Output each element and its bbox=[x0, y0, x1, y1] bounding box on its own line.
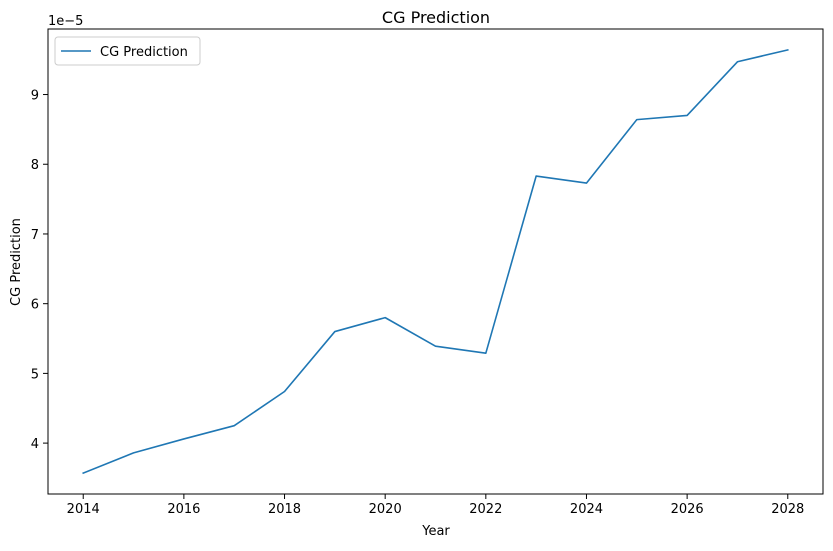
legend-label: CG Prediction bbox=[100, 45, 188, 60]
legend: CG Prediction bbox=[54, 36, 201, 66]
y-tick-label: 9 bbox=[31, 89, 39, 104]
x-tick-label: 2020 bbox=[369, 502, 402, 517]
y-tick-label: 8 bbox=[31, 158, 39, 173]
y-offset-label: 1e−5 bbox=[48, 14, 83, 29]
y-tick-label: 6 bbox=[31, 298, 39, 313]
y-tick-label: 7 bbox=[31, 228, 39, 243]
x-tick-label: 2028 bbox=[771, 502, 804, 517]
x-tick-label: 2018 bbox=[268, 502, 301, 517]
axes-frame bbox=[47, 28, 824, 495]
y-axis-label: CG Prediction bbox=[9, 218, 24, 306]
x-tick-label: 2014 bbox=[67, 502, 100, 517]
x-tick-label: 2024 bbox=[570, 502, 603, 517]
x-axis-label: Year bbox=[421, 524, 450, 539]
x-tick-label: 2016 bbox=[167, 502, 200, 517]
plot-area: 2014 2016 2018 2020 2022 2024 2026 2028 4 5 6 7 8 9 bbox=[31, 48, 804, 517]
y-tick-label: 5 bbox=[31, 367, 39, 382]
x-tick-label: 2022 bbox=[469, 502, 502, 517]
legend-box bbox=[54, 36, 201, 66]
y-tick-label: 4 bbox=[31, 437, 39, 452]
series-line bbox=[82, 48, 789, 475]
x-tick-label: 2026 bbox=[671, 502, 704, 517]
chart-title: CG Prediction bbox=[382, 8, 490, 27]
